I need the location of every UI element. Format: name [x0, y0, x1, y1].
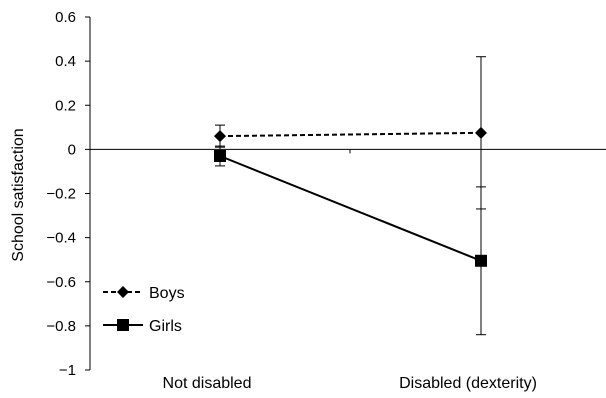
series-lines: [219, 131, 482, 262]
y-tick-label: 0.6: [55, 9, 76, 26]
y-axis-ticks: 0.6 0.4 0.2 0 −0.2 −0.4 −0.6 −0.8 −1: [46, 9, 90, 379]
series-line-boys: [219, 131, 482, 138]
y-tick-label: −0.6: [46, 274, 76, 291]
legend-label-girls: Girls: [149, 318, 182, 335]
y-tick-label: 0.2: [55, 97, 76, 114]
x-category-label: Disabled (dexterity): [399, 375, 537, 392]
data-point-boys: [475, 126, 487, 139]
y-axis-title: School satisfaction: [10, 128, 27, 261]
x-axis-category-labels: Not disabled Disabled (dexterity): [163, 375, 537, 392]
series-line-girls: [219, 155, 482, 262]
y-tick-label: 0.4: [55, 53, 76, 70]
y-tick-label: −0.2: [46, 186, 76, 203]
data-point-girls: [475, 254, 487, 267]
y-tick-label: −0.4: [46, 230, 76, 247]
legend-marker-girls: [117, 319, 129, 331]
y-tick-label: −1: [59, 362, 76, 379]
legend-marker-boys: [117, 286, 129, 298]
legend: Boys Girls: [103, 285, 185, 335]
data-point-girls: [214, 149, 226, 162]
series-markers: [214, 126, 487, 267]
x-category-label: Not disabled: [163, 375, 252, 392]
y-tick-label: 0: [68, 141, 76, 158]
error-bars: [215, 56, 486, 336]
y-tick-label: −0.8: [46, 318, 76, 335]
data-point-boys: [214, 130, 226, 143]
legend-label-boys: Boys: [149, 285, 185, 302]
